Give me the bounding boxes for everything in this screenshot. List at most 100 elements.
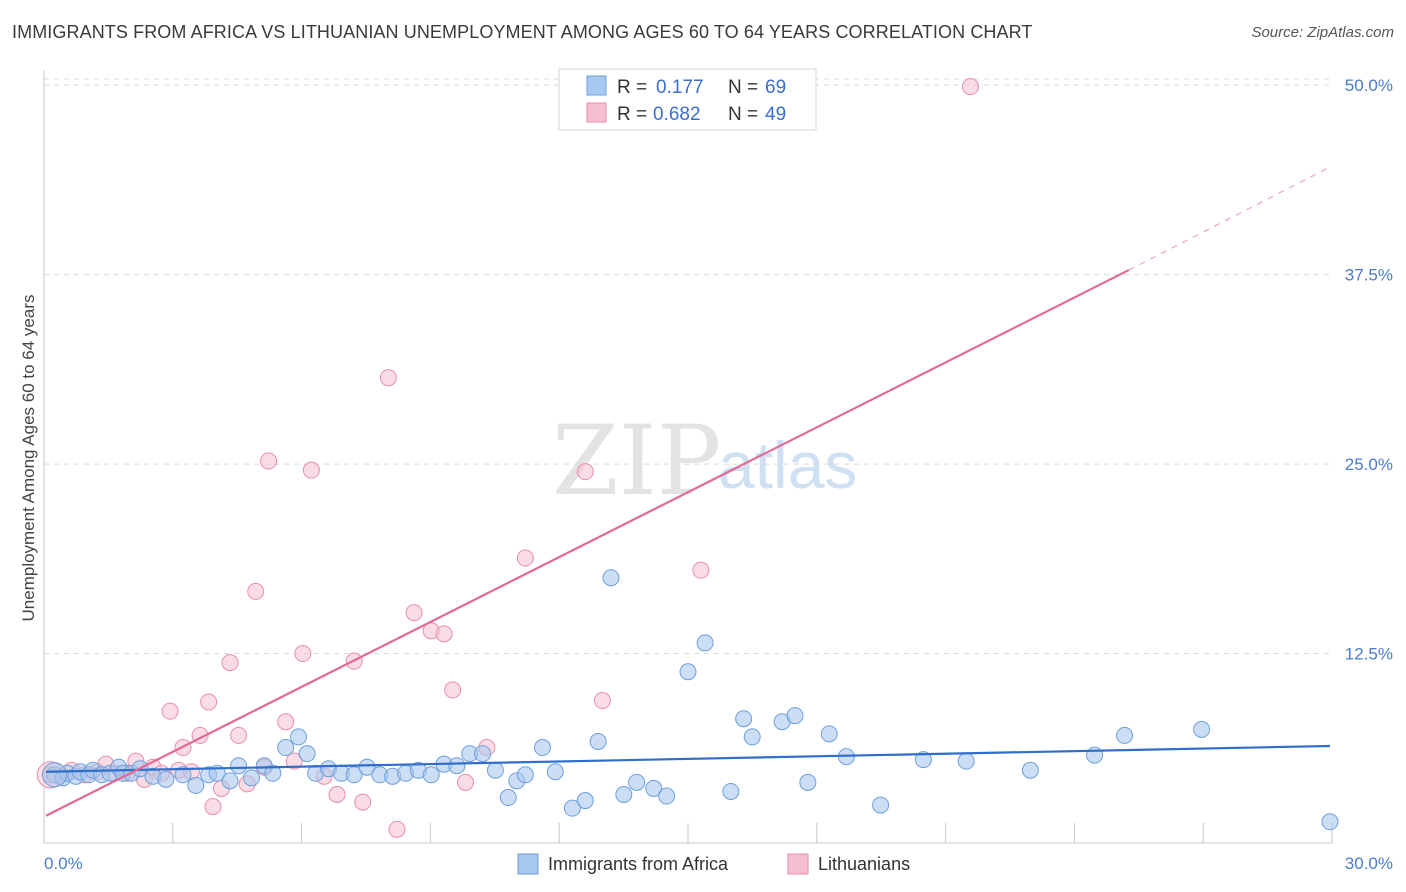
africa-point <box>722 782 740 800</box>
legend-r-label: R = <box>617 77 647 98</box>
africa-point <box>474 745 492 763</box>
africa-point <box>696 634 714 652</box>
africa-point <box>174 766 192 784</box>
lithuanians-point <box>200 693 218 711</box>
lithuanians-point <box>444 681 462 699</box>
lithuanians-point <box>576 463 594 481</box>
africa-point <box>499 789 517 807</box>
africa-point <box>914 751 932 769</box>
africa-point <box>221 772 239 790</box>
africa-point <box>576 792 594 810</box>
africa-point <box>1116 726 1134 744</box>
africa-point <box>957 752 975 770</box>
lithuanians-point <box>230 726 248 744</box>
y-tick-label: 50.0% <box>1345 76 1393 95</box>
africa-point <box>157 770 175 788</box>
lithuanians-point <box>260 452 278 470</box>
lithuanians-point <box>388 820 406 838</box>
legend-n-label: N = <box>728 77 758 98</box>
africa-point <box>277 739 295 757</box>
africa-point <box>42 762 68 788</box>
africa-point <box>628 773 646 791</box>
x-ticks <box>172 823 1333 843</box>
africa-point <box>486 761 504 779</box>
grid-lines <box>44 78 1332 655</box>
africa-point <box>602 569 620 587</box>
africa-points <box>42 569 1339 831</box>
africa-point <box>1321 813 1339 831</box>
legend-swatch-africa <box>586 75 607 96</box>
trend-lines <box>45 166 1331 817</box>
africa-point <box>799 773 817 791</box>
lithuanians-point <box>221 654 239 672</box>
africa-point <box>1193 720 1211 738</box>
africa-trend-line <box>45 744 1331 773</box>
legend-n-value: 49 <box>765 104 786 125</box>
africa-point <box>786 707 804 725</box>
africa-point <box>533 739 551 757</box>
africa-point <box>264 764 282 782</box>
y-tick-label: 25.0% <box>1345 455 1393 474</box>
source-credit: Source: ZipAtlas.com <box>1251 24 1394 41</box>
legend-r-value: 0.177 <box>656 77 704 98</box>
africa-point <box>589 732 607 750</box>
lithuanians-point <box>593 692 611 710</box>
series-label-africa: Immigrants from Africa <box>548 854 729 874</box>
y-axis-title: Unemployment Among Ages 60 to 64 years <box>19 295 38 622</box>
africa-point <box>645 779 663 797</box>
watermark-zip: ZIP <box>552 405 721 517</box>
africa-point <box>658 787 676 805</box>
lithuanians-point <box>692 561 710 579</box>
lithuanians-trend-line <box>45 269 1130 817</box>
africa-point <box>743 728 761 746</box>
y-tick-label: 12.5% <box>1345 645 1393 664</box>
x-tick-label-max: 30.0% <box>1345 854 1393 873</box>
lithuanians-point <box>435 625 453 643</box>
africa-point <box>187 776 205 794</box>
africa-point <box>345 766 363 784</box>
series-label-lithuanians: Lithuanians <box>818 854 910 874</box>
legend-swatch-lithuanians <box>586 102 607 123</box>
legend-n-value: 69 <box>765 77 786 98</box>
africa-point <box>735 710 753 728</box>
lithuanians-trend-extension <box>1128 166 1331 271</box>
africa-point <box>1086 746 1104 764</box>
legend-r-label: R = <box>617 104 647 125</box>
africa-point <box>563 799 581 817</box>
y-tick-labels: 12.5% 25.0% 37.5% 50.0% <box>1345 76 1393 663</box>
series-swatch-africa <box>517 853 539 875</box>
lithuanians-point <box>247 582 265 600</box>
africa-point <box>242 769 260 787</box>
africa-point <box>615 785 633 803</box>
africa-point <box>546 763 564 781</box>
africa-point <box>422 766 440 784</box>
africa-point <box>358 758 376 776</box>
lithuanians-point <box>961 78 979 96</box>
x-tick-label-min: 0.0% <box>44 854 83 873</box>
africa-point <box>820 725 838 743</box>
legend-n-label: N = <box>728 104 758 125</box>
africa-point <box>1021 761 1039 779</box>
legend-r-value: 0.682 <box>653 104 701 125</box>
watermark-atlas: atlas <box>718 428 857 502</box>
series-swatch-lithuanians <box>787 853 809 875</box>
lithuanians-point <box>516 549 534 567</box>
chart-title: IMMIGRANTS FROM AFRICA VS LITHUANIAN UNE… <box>12 22 1033 42</box>
y-tick-label: 37.5% <box>1345 266 1393 285</box>
lithuanians-point <box>277 713 295 731</box>
lithuanians-point <box>456 773 474 791</box>
africa-point <box>230 757 248 775</box>
lithuanians-point <box>328 785 346 803</box>
lithuanians-point <box>294 645 312 663</box>
series-legend: Immigrants from Africa Lithuanians <box>517 853 910 875</box>
lithuanians-point <box>204 798 222 816</box>
africa-point <box>298 745 316 763</box>
africa-point <box>290 728 308 746</box>
lithuanians-point <box>405 604 423 622</box>
lithuanians-point <box>285 752 303 770</box>
lithuanians-point <box>161 702 179 720</box>
africa-point <box>516 766 534 784</box>
africa-point <box>679 663 697 681</box>
lithuanians-point <box>354 793 372 811</box>
